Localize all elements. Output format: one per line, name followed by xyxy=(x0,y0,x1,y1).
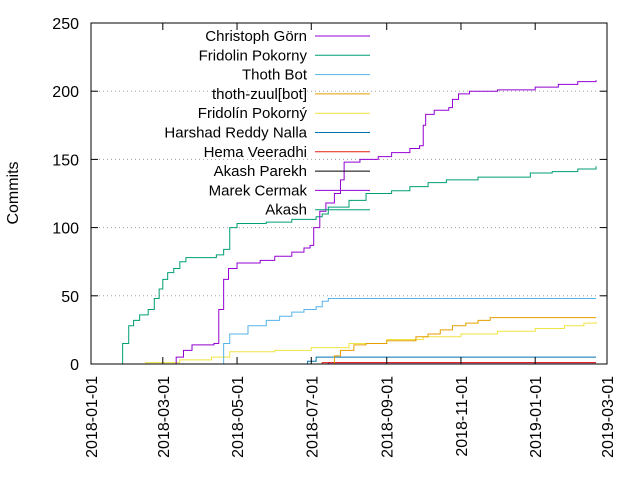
legend-label: Harshad Reddy Nalla xyxy=(164,125,307,142)
legend-label: Akash xyxy=(265,202,307,219)
y-axis-label: Commits xyxy=(5,161,22,224)
x-tick-label: 2018-07-01 xyxy=(304,376,321,458)
series-line-0 xyxy=(167,80,597,365)
y-tick-label: 250 xyxy=(52,16,79,33)
x-tick-label: 2018-01-01 xyxy=(84,376,101,458)
x-tick-label: 2018-11-01 xyxy=(454,376,471,457)
legend: Christoph Görn Fridolin Pokorny Thoth Bot t… xyxy=(164,28,370,219)
x-tick-label: 2019-03-01 xyxy=(600,376,617,458)
grid xyxy=(91,90,607,297)
y-tick-label: 150 xyxy=(52,152,79,169)
legend-label: Fridolín Pokorný xyxy=(198,105,308,122)
x-axis-ticks: 2018-01-01 2018-03-01 2018-05-01 2018-07-01… xyxy=(84,23,617,458)
plot-frame xyxy=(90,22,608,365)
y-tick-label: 100 xyxy=(52,221,79,238)
y-tick-label: 50 xyxy=(61,289,79,306)
y-tick-label: 200 xyxy=(52,84,79,101)
legend-label: Thoth Bot xyxy=(242,67,308,84)
x-tick-label: 2019-01-01 xyxy=(528,376,545,458)
x-tick-label: 2018-09-01 xyxy=(380,376,397,458)
legend-label: Hema Veeradhi xyxy=(204,144,307,161)
legend-label: thoth-zuul[bot] xyxy=(212,86,307,103)
legend-label: Christoph Görn xyxy=(205,28,307,45)
legend-label: Marek Cermak xyxy=(209,182,308,199)
legend-label: Fridolin Pokorny xyxy=(199,47,308,64)
y-tick-label: 0 xyxy=(70,357,79,374)
x-tick-label: 2018-03-01 xyxy=(156,376,173,458)
series-line-3 xyxy=(328,317,597,365)
series-lines xyxy=(120,80,597,365)
series-line-1 xyxy=(120,166,597,365)
y-axis-ticks: 0 50 100 150 200 250 xyxy=(52,16,607,374)
legend-label: Akash Parekh xyxy=(214,163,307,180)
x-tick-label: 2018-05-01 xyxy=(230,376,247,458)
series-line-2 xyxy=(205,298,597,365)
